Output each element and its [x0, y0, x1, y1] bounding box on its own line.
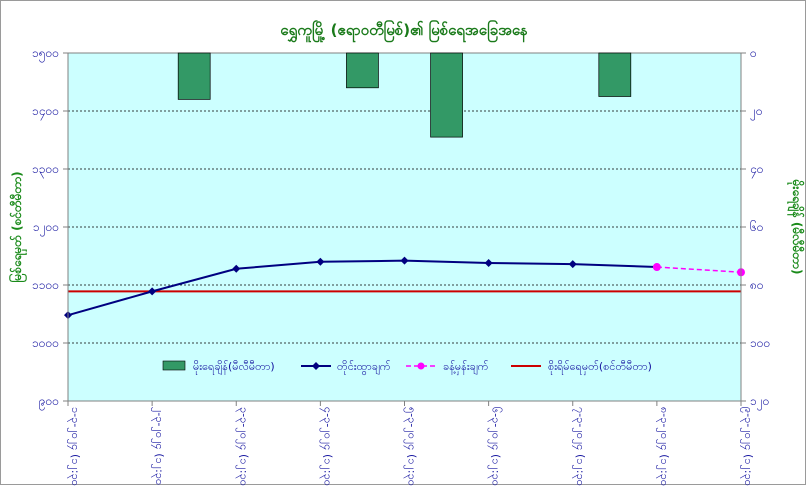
rainfall-bars [177, 52, 632, 138]
right-tick-label: ၆၀ [750, 219, 764, 234]
legend-label-rainfall: မိုးရေချိန်(မီလီမီတာ) [193, 360, 275, 375]
gridlines [68, 110, 741, 344]
right-tick-label: ၀ [750, 46, 757, 60]
measured-line [67, 259, 657, 317]
right-tick-label: ၁၀၀ [750, 336, 770, 350]
left-tick-label: ၁၁၀၀ [32, 278, 59, 292]
rainfall-bar [430, 52, 463, 138]
forecast-line [656, 266, 742, 273]
left-tick-label: ၁၀၀၀ [32, 336, 59, 350]
x-tick-label: ၈-၃-၂၀၂၄ (၁၂:၃၀) [656, 407, 671, 486]
x-tick-label: ၂-၃-၂၀၂၄ (၁၂:၃၀) [151, 407, 166, 486]
x-tick-label: ၉-၃-၂၀၂၄ (၁၂:၃၀) [740, 407, 755, 486]
x-tick-label: ၃-၃-၂၀၂၄ (၁၂:၃၀) [235, 407, 250, 486]
left-tick-label: ၁၂၀၀ [33, 220, 59, 237]
legend: မိုးရေချိန်(မီလီမီတာ) တိုင်းထွာချက် ခန့်… [162, 360, 652, 375]
line-series [64, 256, 745, 320]
legend-label-forecast: ခန့်မှန်းချက် [443, 360, 489, 375]
chart-title: ရွှေကူမြို့ (ဧရာဝတီမြစ်)၏ မြစ်ရေအခြေအနေ [280, 19, 528, 43]
measured-point [316, 257, 325, 266]
right-tick-label: ၈၀ [750, 278, 764, 292]
measured-point [484, 258, 493, 267]
left-tick-label: ၁၅၀၀ [32, 46, 59, 63]
axes: ၉၀၀ ၁၀၀၀ ၁၁၀၀ ၁၂၀၀ ၁၃၀၀ ၁၄၀၀ ၁၅၀၀ ၀၂၀၄၀၆၀၈၀၁၀၀၁… [32, 46, 770, 486]
forecast-point [652, 263, 661, 272]
rainfall-bar [598, 52, 632, 97]
rainfall-bar [177, 52, 211, 100]
legend-marker-forecast [417, 362, 425, 370]
legend-marker-measured [312, 362, 320, 370]
x-tick-label: ၇-၃-၂၀၂၄ (၁၂:၃၀) [572, 407, 587, 486]
x-tick-label: ၆-၃-၂၀၂၄ (၁၂:၃၀) [488, 407, 503, 486]
rainfall-bar [346, 52, 379, 89]
left-axis-title: မြစ်ရေမှတ် (စင်တီမီတာ) [7, 171, 28, 282]
x-tick-label: ၁-၃-၂၀၂၄ (၁၂:၃၀) [67, 407, 82, 486]
legend-label-danger: စိုးရိမ်ရေမှတ်(စင်တီမီတာ) [548, 360, 652, 375]
right-tick-label: ၂၀ [750, 104, 763, 121]
left-tick-label: ၉၀၀ [39, 394, 59, 411]
right-tick-label: ၁၂၀ [750, 394, 769, 411]
measured-point [400, 256, 409, 265]
measured-point [148, 287, 157, 296]
right-tick-label: ၄၀ [750, 162, 764, 179]
legend-label-measured: တိုင်းထွာချက် [337, 360, 391, 375]
legend-swatch-rainfall [162, 360, 186, 371]
left-tick-label: ၁၄၀၀ [32, 104, 59, 121]
measured-point [568, 260, 577, 269]
right-axis-title: မိုးရေချိန် (မီလီမီတာ) [786, 179, 806, 275]
left-tick-label: ၁၃၀၀ [32, 162, 59, 179]
x-tick-label: ၄-၃-၂၀၂၄ (၁၂:၃၀) [319, 407, 334, 486]
measured-point [232, 264, 241, 273]
x-tick-label: ၅-၃-၂၀၂၄ (၁၂:၃၀) [404, 407, 419, 486]
